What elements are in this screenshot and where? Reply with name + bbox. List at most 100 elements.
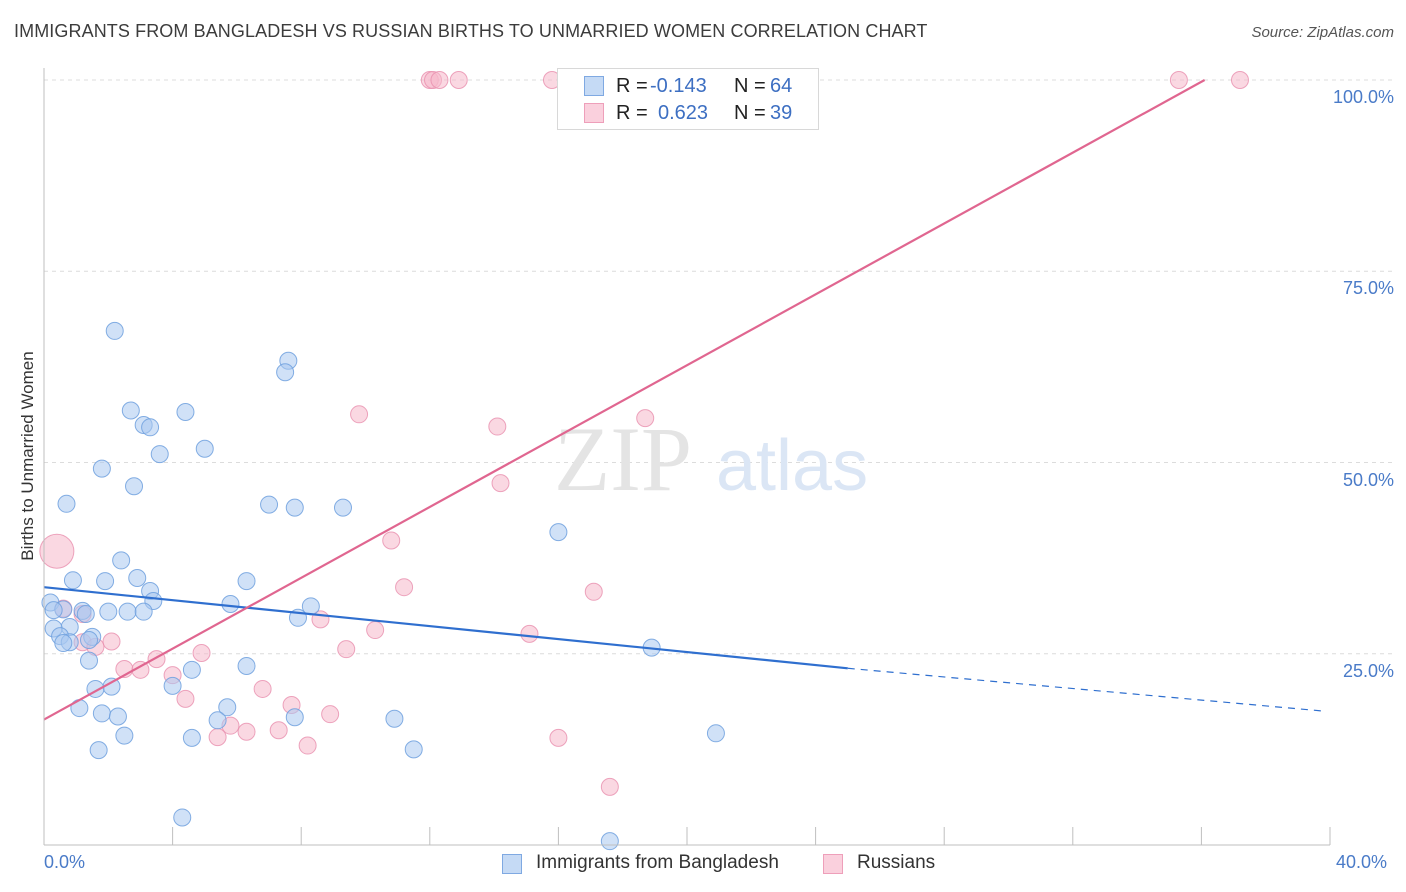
legend-row-bangladesh: R = -0.143 N = 64 bbox=[584, 73, 824, 99]
point-russians bbox=[176, 689, 195, 708]
point-russians bbox=[520, 624, 539, 643]
x-tick-label-max: 40.0% bbox=[1336, 852, 1388, 872]
point-russians bbox=[102, 632, 121, 651]
watermark: ZIP atlas bbox=[554, 408, 868, 510]
point-bangladesh bbox=[96, 572, 115, 591]
point-russians bbox=[131, 660, 150, 679]
legend-swatch-blue bbox=[584, 76, 604, 96]
point-bangladesh bbox=[112, 551, 131, 570]
legend-n-label: N = bbox=[734, 101, 766, 124]
legend-r-label: R = bbox=[616, 101, 648, 124]
legend-n-label: N = bbox=[734, 74, 766, 97]
point-russians bbox=[449, 71, 468, 89]
point-bangladesh bbox=[57, 494, 76, 513]
data-points bbox=[39, 71, 1249, 851]
legend-row-russians: R = 0.623 N = 39 bbox=[584, 100, 824, 126]
legend-r-value: 0.623 bbox=[658, 101, 709, 124]
point-bangladesh bbox=[163, 676, 182, 695]
point-russians bbox=[237, 722, 256, 741]
point-bangladesh bbox=[108, 707, 127, 726]
bottom-legend-swatch-blue bbox=[502, 854, 522, 874]
point-bangladesh bbox=[115, 726, 134, 745]
point-bangladesh bbox=[260, 495, 279, 514]
point-bangladesh bbox=[128, 569, 147, 588]
point-russians bbox=[298, 736, 317, 755]
point-bangladesh bbox=[76, 604, 95, 623]
point-russians bbox=[350, 405, 369, 424]
point-bangladesh bbox=[125, 477, 144, 496]
chart-title: IMMIGRANTS FROM BANGLADESH VS RUSSIAN BI… bbox=[14, 21, 928, 41]
point-bangladesh bbox=[182, 728, 201, 747]
stats-legend: R = -0.143 N = 64 R = 0.623 N = 39 bbox=[557, 68, 819, 130]
point-bangladesh bbox=[150, 445, 169, 464]
legend-r-value: -0.143 bbox=[650, 74, 707, 97]
point-bangladesh bbox=[80, 651, 99, 670]
point-russians bbox=[488, 417, 507, 436]
point-bangladesh bbox=[54, 634, 73, 653]
point-bangladesh bbox=[285, 498, 304, 517]
point-bangladesh bbox=[92, 459, 111, 478]
point-russians bbox=[584, 582, 603, 601]
y-tick-label: 100.0% bbox=[1332, 87, 1394, 107]
point-russians bbox=[192, 643, 211, 662]
point-bangladesh bbox=[80, 630, 99, 649]
point-bangladesh bbox=[706, 724, 725, 743]
point-bangladesh bbox=[276, 363, 295, 382]
trendline-russians bbox=[43, 79, 1206, 721]
point-russians bbox=[337, 640, 356, 659]
trendline-bangladesh bbox=[43, 586, 848, 670]
legend-swatch-pink bbox=[584, 103, 604, 123]
point-russians bbox=[1230, 71, 1249, 89]
point-bangladesh bbox=[285, 708, 304, 727]
point-bangladesh bbox=[549, 523, 568, 542]
point-russians bbox=[366, 621, 385, 640]
point-russians bbox=[549, 728, 568, 747]
watermark-atlas: atlas bbox=[716, 426, 868, 506]
point-bangladesh bbox=[600, 832, 619, 851]
y-tick-label: 50.0% bbox=[1342, 469, 1394, 490]
bottom-legend-swatch-pink bbox=[823, 854, 843, 874]
point-bangladesh bbox=[333, 498, 352, 517]
point-russians bbox=[321, 705, 340, 724]
point-russians bbox=[208, 728, 227, 747]
point-bangladesh bbox=[134, 602, 153, 621]
point-bangladesh bbox=[99, 602, 118, 621]
point-russians bbox=[430, 71, 449, 89]
legend-n-value: 39 bbox=[770, 101, 793, 124]
y-tick-label: 75.0% bbox=[1342, 278, 1394, 299]
bottom-legend-label: Russians bbox=[857, 852, 936, 873]
point-russians bbox=[253, 679, 272, 698]
bottom-legend-label: Immigrants from Bangladesh bbox=[536, 852, 779, 873]
point-bangladesh bbox=[176, 403, 195, 422]
point-bangladesh bbox=[385, 709, 404, 728]
point-russians bbox=[39, 533, 75, 569]
point-bangladesh bbox=[195, 439, 214, 458]
point-bangladesh bbox=[89, 741, 108, 760]
point-bangladesh bbox=[404, 740, 423, 759]
legend-n-value: 64 bbox=[770, 74, 793, 97]
point-bangladesh bbox=[182, 660, 201, 679]
point-bangladesh bbox=[121, 401, 140, 420]
point-russians bbox=[382, 531, 401, 550]
point-bangladesh bbox=[118, 602, 137, 621]
point-bangladesh bbox=[105, 321, 124, 340]
point-bangladesh bbox=[237, 572, 256, 591]
trendline-bangladesh-extension bbox=[847, 667, 1325, 712]
point-bangladesh bbox=[44, 601, 63, 620]
point-russians bbox=[1169, 71, 1188, 89]
y-axis-label: Births to Unmarried Women bbox=[18, 351, 37, 561]
y-tick-label: 25.0% bbox=[1342, 660, 1394, 681]
point-bangladesh bbox=[63, 571, 82, 590]
point-bangladesh bbox=[218, 698, 237, 717]
point-russians bbox=[269, 721, 288, 740]
axes bbox=[43, 68, 1331, 846]
legend-r-label: R = bbox=[616, 74, 648, 97]
x-tick-label-min: 0.0% bbox=[44, 852, 86, 872]
point-bangladesh bbox=[141, 418, 160, 437]
point-bangladesh bbox=[173, 808, 192, 827]
point-russians bbox=[600, 777, 619, 796]
grid-lines bbox=[44, 79, 1392, 655]
point-bangladesh bbox=[208, 711, 227, 730]
point-bangladesh bbox=[92, 704, 111, 723]
